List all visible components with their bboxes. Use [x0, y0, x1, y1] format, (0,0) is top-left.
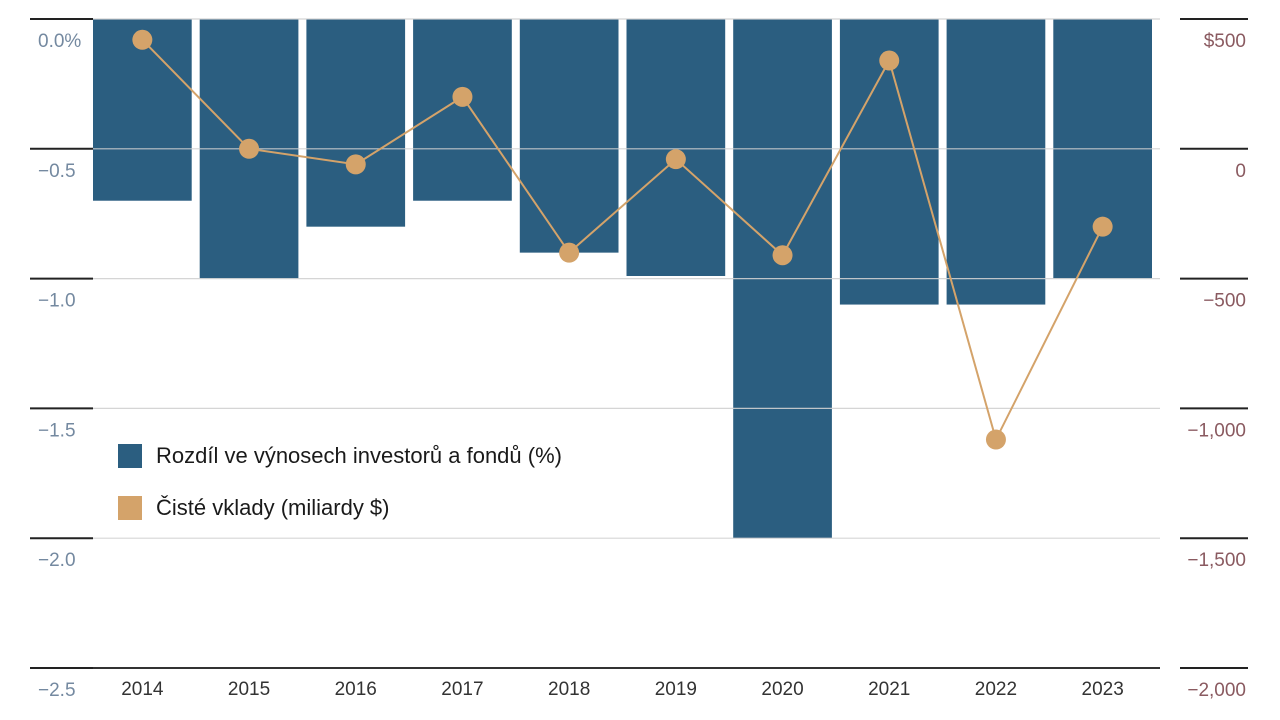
x-tick-label-2023: 2023	[1082, 679, 1124, 700]
point-2015	[239, 138, 260, 159]
legend-item-line: Čisté vklady (miliardy $)	[118, 482, 562, 534]
right-tick-label-5: −2,000	[1187, 680, 1246, 701]
left-tick-label-3: −1.5	[38, 420, 76, 441]
point-2019	[665, 149, 686, 170]
x-tick-label-2015: 2015	[228, 679, 270, 700]
bar-2017	[413, 19, 512, 201]
point-2016	[345, 154, 366, 175]
point-2018	[559, 242, 580, 263]
left-tick-label-5: −2.5	[38, 680, 76, 701]
legend: Rozdíl ve výnosech investorů a fondů (%)…	[118, 430, 562, 534]
legend-label-bars: Rozdíl ve výnosech investorů a fondů (%)	[156, 443, 562, 468]
left-tick-label-4: −2.0	[38, 550, 76, 571]
bar-2019	[626, 19, 726, 277]
point-2022	[985, 429, 1006, 450]
left-tick-label-0: 0.0%	[38, 31, 81, 52]
x-tick-label-2022: 2022	[975, 679, 1017, 700]
right-tick-label-0: $500	[1204, 31, 1246, 52]
left-tick-label-1: −0.5	[38, 161, 76, 182]
point-2020	[772, 245, 793, 266]
legend-label-line: Čisté vklady (miliardy $)	[156, 495, 390, 520]
point-2023	[1092, 216, 1113, 237]
right-tick-label-4: −1,500	[1187, 550, 1246, 571]
x-tick-label-2017: 2017	[441, 679, 483, 700]
right-tick-label-1: 0	[1235, 161, 1246, 182]
x-tick-label-2019: 2019	[655, 679, 697, 700]
x-tick-label-2021: 2021	[868, 679, 910, 700]
right-tick-label-2: −500	[1203, 291, 1246, 312]
right-tick-label-3: −1,000	[1187, 420, 1246, 441]
line-net-deposits	[141, 39, 1104, 443]
bar-2018	[519, 19, 619, 253]
legend-swatch-bars	[118, 444, 142, 468]
point-2021	[879, 50, 900, 71]
point-2017	[452, 86, 473, 107]
bar-2016	[306, 19, 406, 227]
legend-swatch-line	[118, 496, 142, 520]
point-2014	[132, 29, 153, 50]
legend-item-bars: Rozdíl ve výnosech investorů a fondů (%)	[118, 430, 562, 482]
x-tick-label-2018: 2018	[548, 679, 590, 700]
x-tick-label-2020: 2020	[761, 679, 803, 700]
left-tick-label-2: −1.0	[38, 291, 76, 312]
x-tick-label-2016: 2016	[335, 679, 377, 700]
x-tick-label-2014: 2014	[121, 679, 164, 700]
bar-2022	[946, 19, 1046, 305]
